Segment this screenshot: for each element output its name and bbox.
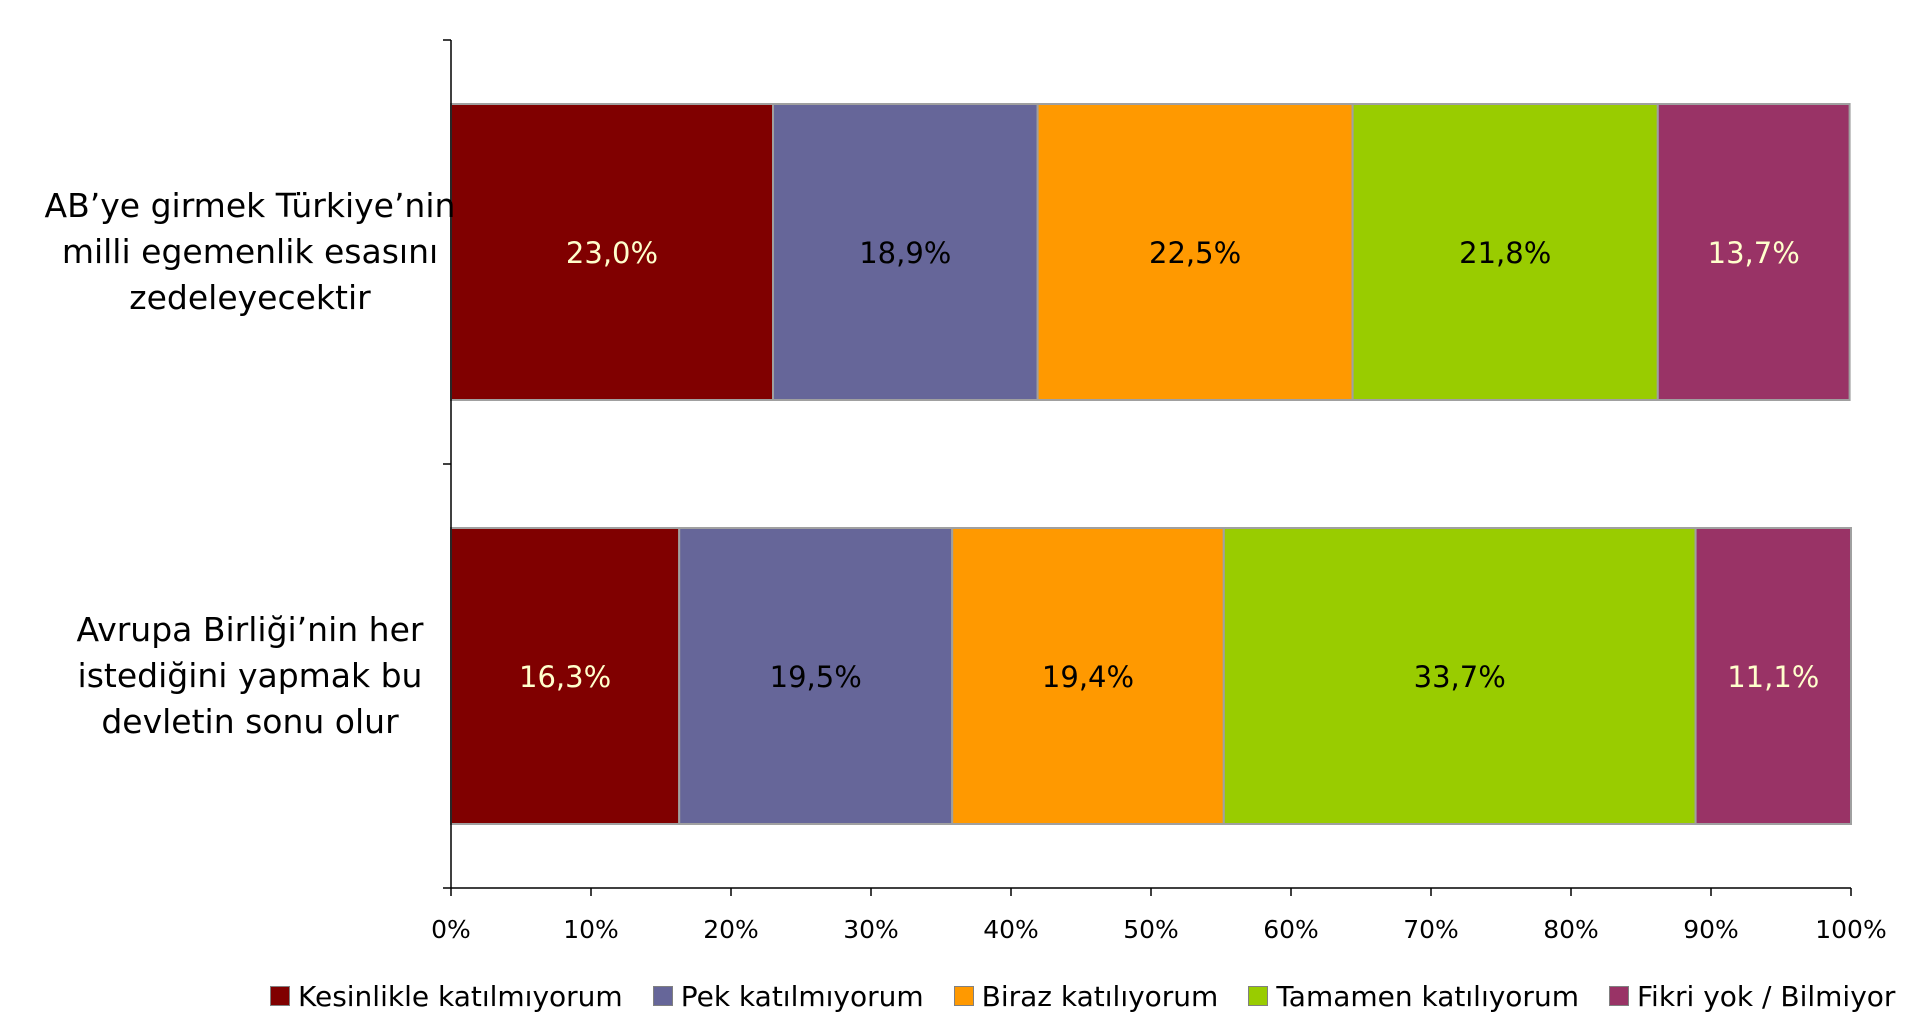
legend-item-4: Tamamen katılıyorum [1248, 980, 1579, 1013]
x-tick-label-1: 10% [563, 915, 619, 944]
legend-swatch-1 [270, 986, 290, 1006]
x-tick-label-7: 70% [1403, 915, 1459, 944]
bar-segment-2-2 [678, 527, 954, 825]
data-label-1-1: 23,0% [566, 236, 658, 270]
bar-segment-2-3 [951, 527, 1225, 825]
legend-item-3: Biraz katılıyorum [953, 979, 1219, 1013]
bars-layer [450, 103, 1852, 825]
x-tick-label-8: 80% [1543, 915, 1599, 944]
x-tick-label-10: 100% [1815, 915, 1886, 944]
legend-item-5: Fikri yok / Bilmiyor [1608, 979, 1896, 1013]
data-labels-layer: 23,0% 18,9% 22,5% 21,8% 13,7% 16,3% 19,5% 19,4%… [519, 236, 1819, 694]
x-tick-label-2: 20% [703, 915, 759, 944]
data-label-1-5: 13,7% [1708, 236, 1800, 270]
legend-swatch-4 [1248, 986, 1269, 1006]
category-label-2: Avrupa Birliği’nin her istediğini yapmak… [76, 610, 424, 741]
legend-label-5: Fikri yok / Bilmiyor [1636, 979, 1896, 1013]
bar-segment-1-4 [1351, 103, 1659, 401]
legend-swatch-5 [1608, 986, 1629, 1006]
x-tick-label-9: 90% [1683, 915, 1739, 944]
data-label-2-3: 19,4% [1042, 660, 1134, 694]
legend-swatch-2 [652, 986, 673, 1006]
bar-segment-2-1 [450, 527, 681, 825]
legend: Kesinlikle katılmıyorum Pek katılmıyorum B… [270, 976, 1911, 1016]
x-tick-label-6: 60% [1263, 915, 1319, 944]
legend-swatch-3 [953, 986, 974, 1006]
data-label-1-3: 22,5% [1149, 236, 1241, 270]
x-tick-label-4: 40% [983, 915, 1039, 944]
legend-label-4: Tamamen katılıyorum [1276, 979, 1579, 1013]
bar-segment-2-4 [1222, 527, 1697, 825]
bar-segment-2-5 [1694, 527, 1852, 825]
data-label-1-2: 18,9% [859, 236, 951, 270]
data-label-2-5: 11,1% [1727, 660, 1819, 694]
bar-segment-1-2 [772, 103, 1039, 401]
legend-label-2: Pek katılmıyorum [680, 979, 924, 1013]
data-label-1-4: 21,8% [1459, 236, 1551, 270]
x-tick-label-5: 50% [1123, 915, 1179, 944]
bar-segment-1-3 [1036, 103, 1354, 401]
data-label-2-2: 19,5% [770, 660, 862, 694]
bar-segment-1-1 [450, 103, 774, 401]
axes-layer: 0% 10% 20% 30% 40% 50% 60% 70% 80% 90% 100% [431, 39, 1887, 944]
legend-item-2: Pek katılmıyorum [652, 979, 924, 1013]
x-tick-label-0: 0% [431, 915, 471, 944]
bar-segment-1-5 [1656, 103, 1851, 401]
data-label-2-1: 16,3% [519, 660, 611, 694]
legend-item-1: Kesinlikle katılmıyorum [270, 980, 623, 1013]
legend-label-3: Biraz katılıyorum [981, 979, 1219, 1013]
category-label-1: AB’ye girmek Türkiye’nin milli egemenlik… [44, 186, 456, 317]
x-tick-label-3: 30% [843, 915, 899, 944]
legend-label-1: Kesinlikle katılmıyorum [298, 979, 623, 1013]
data-label-2-4: 33,7% [1414, 660, 1506, 694]
